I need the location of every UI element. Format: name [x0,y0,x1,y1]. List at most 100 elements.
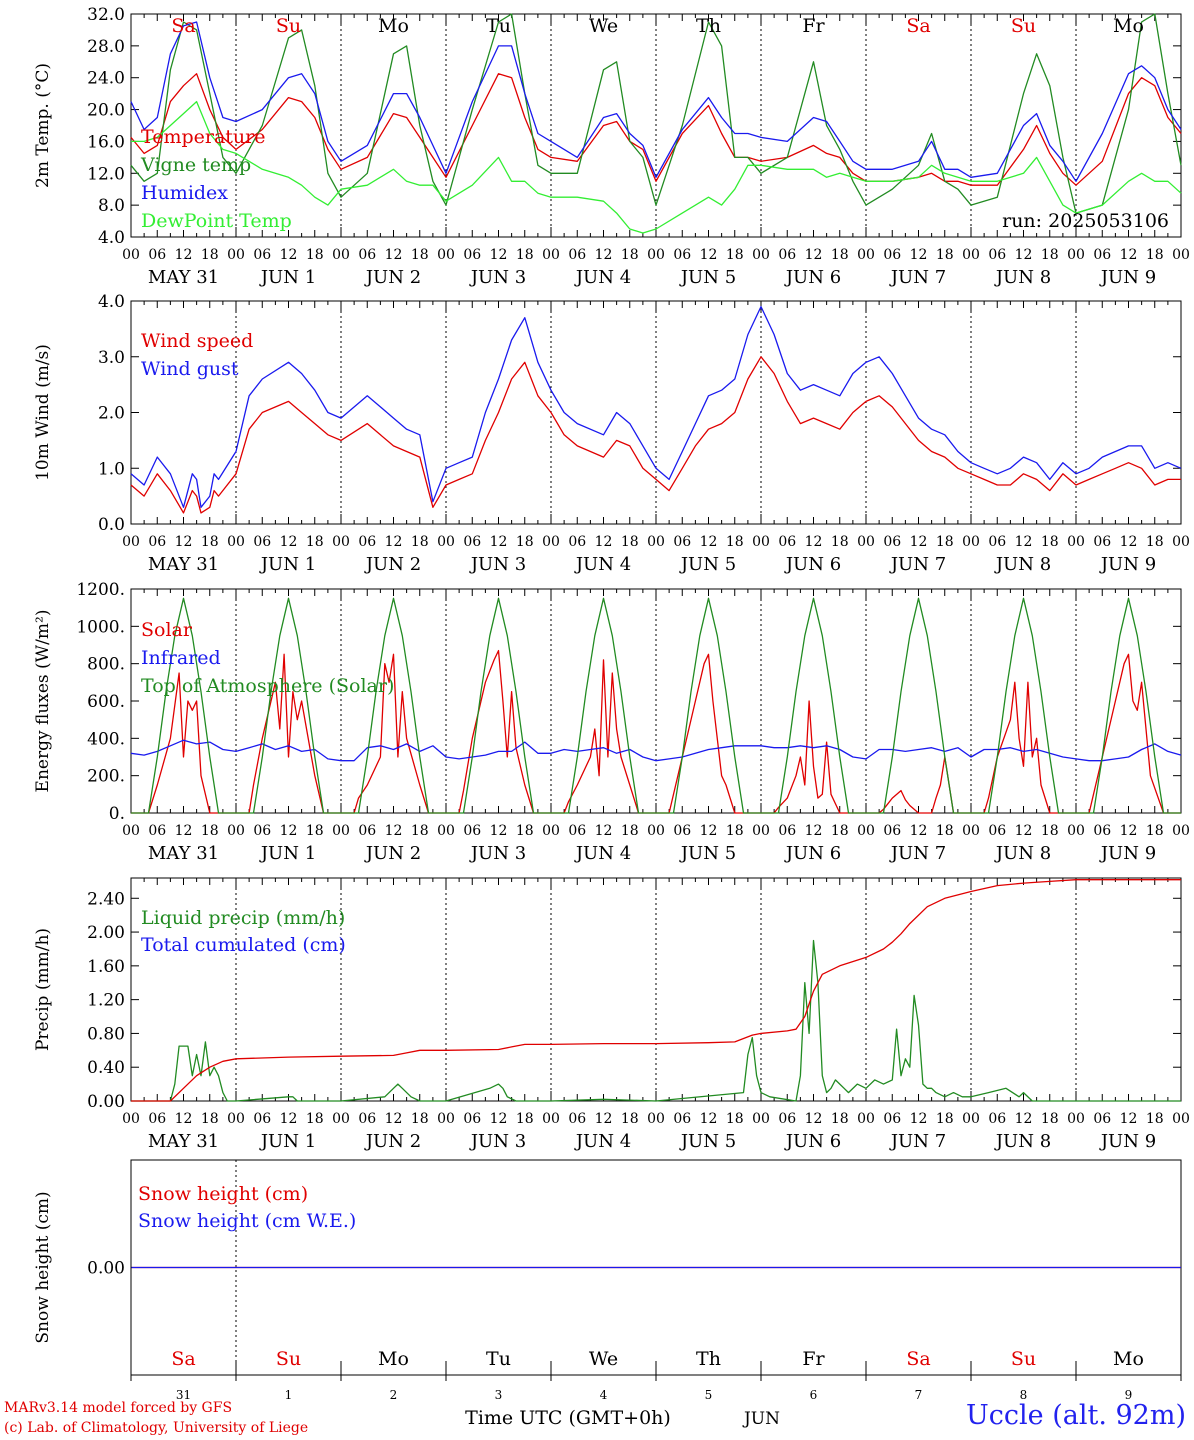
hour-label: 12 [175,534,193,550]
hour-label: 06 [568,247,586,263]
hour-label: 06 [778,823,796,839]
hour-label: 12 [1015,534,1033,550]
hour-label: 12 [910,823,928,839]
series-line [131,100,1182,234]
date-label: JUN 2 [364,1131,421,1152]
hour-label: 12 [385,534,403,550]
y-tick-label: 600. [87,692,125,712]
hour-label: 00 [1067,247,1085,263]
hour-label: 12 [175,1111,193,1127]
hour-label: 06 [568,823,586,839]
hour-label: 12 [1120,1111,1138,1127]
y-tick-label: 1200. [76,580,125,600]
hour-label: 06 [253,247,271,263]
hour-label: 18 [306,534,324,550]
y-axis-title: Snow height (cm) [33,1191,53,1343]
hour-label: 12 [385,1111,403,1127]
hour-label: 12 [910,534,928,550]
hour-label: 18 [516,823,534,839]
series-line [131,879,1181,1102]
y-tick-label: 12.0 [87,164,125,184]
hour-label: 06 [673,247,691,263]
hour-label: 06 [988,1111,1006,1127]
y-tick-label: 4.0 [98,292,125,312]
y-axis-title: 2m Temp. (°C) [33,63,53,188]
y-tick-label: 0.00 [87,1259,125,1279]
hour-label: 00 [857,534,875,550]
hour-label: 18 [726,1111,744,1127]
date-label: JUN 9 [1099,1131,1156,1152]
hour-label: 18 [1146,823,1164,839]
y-tick-label: 800. [87,655,125,675]
hour-label: 00 [1067,1111,1085,1127]
hour-label: 00 [122,1111,140,1127]
day-name: Su [276,1348,301,1370]
bottom-day-number: 4 [600,1388,608,1402]
hour-label: 18 [936,534,954,550]
hour-label: 00 [962,823,980,839]
hour-label: 06 [988,247,1006,263]
hour-label: 12 [175,247,193,263]
hour-label: 18 [1041,823,1059,839]
hour-label: 18 [201,247,219,263]
hour-label: 06 [1093,1111,1111,1127]
hour-label: 06 [148,1111,166,1127]
date-label: JUN 1 [259,554,316,575]
day-name: Tu [486,1348,511,1370]
date-label: JUN 6 [784,843,841,864]
day-name: Sa [906,1348,930,1370]
hour-label: 18 [516,534,534,550]
hour-label: 12 [385,823,403,839]
hour-label: 00 [647,823,665,839]
hour-label: 18 [201,534,219,550]
hour-label: 18 [201,1111,219,1127]
day-name: Mo [378,1348,409,1370]
date-label: JUN 4 [574,554,631,575]
hour-label: 12 [280,823,298,839]
hour-label: 06 [673,1111,691,1127]
hour-label: 18 [621,534,639,550]
hour-label: 00 [437,823,455,839]
hour-label: 00 [752,823,770,839]
hour-label: 00 [332,247,350,263]
hour-label: 12 [280,534,298,550]
date-label: JUN 4 [574,1131,631,1152]
date-label: MAY 31 [148,843,219,864]
day-name: We [589,15,618,37]
hour-label: 12 [805,823,823,839]
day-name: Fr [802,1348,825,1370]
hour-label: 12 [700,823,718,839]
hour-label: 00 [227,247,245,263]
hour-label: 00 [647,247,665,263]
hour-label: 18 [1041,247,1059,263]
legend-entry: Wind speed [141,330,253,352]
date-label: MAY 31 [148,554,219,575]
hour-label: 00 [122,247,140,263]
hour-label: 06 [148,823,166,839]
hour-label: 00 [1067,534,1085,550]
hour-label: 00 [752,1111,770,1127]
date-label: JUN 6 [784,1131,841,1152]
hour-label: 06 [778,247,796,263]
hour-label: 12 [1015,247,1033,263]
hour-label: 00 [857,1111,875,1127]
bottom-day-number: 6 [810,1388,818,1402]
date-label: JUN 8 [994,267,1051,288]
hour-label: 00 [962,247,980,263]
legend-entry: Top of Atmosphere (Solar) [141,675,394,697]
hour-label: 12 [700,247,718,263]
date-label: MAY 31 [148,267,219,288]
hour-label: 00 [857,247,875,263]
hour-label: 12 [700,1111,718,1127]
hour-label: 00 [962,1111,980,1127]
hour-label: 00 [647,1111,665,1127]
hour-label: 06 [253,823,271,839]
hour-label: 00 [332,823,350,839]
hour-label: 06 [778,534,796,550]
hour-label: 00 [122,534,140,550]
day-name: Su [276,15,301,37]
hour-label: 06 [358,247,376,263]
hour-label: 18 [831,823,849,839]
hour-label: 00 [1172,247,1190,263]
